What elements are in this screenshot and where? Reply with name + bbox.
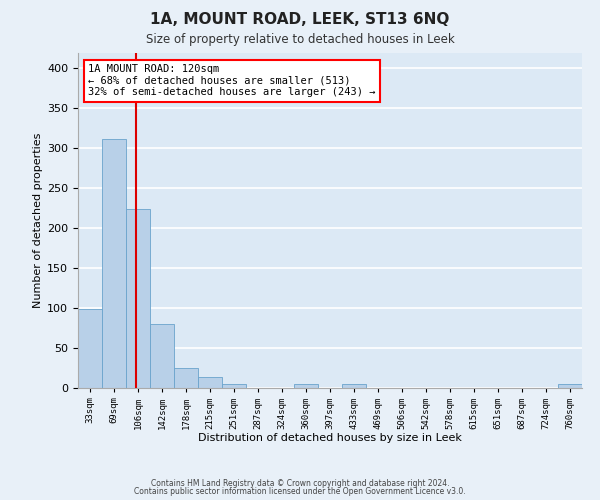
Y-axis label: Number of detached properties: Number of detached properties: [33, 132, 43, 308]
Bar: [558, 384, 582, 388]
Bar: [78, 308, 102, 388]
Text: 1A MOUNT ROAD: 120sqm
← 68% of detached houses are smaller (513)
32% of semi-det: 1A MOUNT ROAD: 120sqm ← 68% of detached …: [88, 64, 376, 98]
Bar: [102, 140, 126, 388]
Bar: [150, 324, 174, 388]
Text: 1A, MOUNT ROAD, LEEK, ST13 6NQ: 1A, MOUNT ROAD, LEEK, ST13 6NQ: [151, 12, 449, 28]
Text: Contains HM Land Registry data © Crown copyright and database right 2024.: Contains HM Land Registry data © Crown c…: [151, 478, 449, 488]
Bar: [174, 368, 198, 388]
Bar: [342, 384, 366, 388]
Bar: [222, 384, 246, 388]
Bar: [198, 377, 222, 388]
X-axis label: Distribution of detached houses by size in Leek: Distribution of detached houses by size …: [198, 433, 462, 443]
Bar: [126, 209, 150, 388]
Text: Contains public sector information licensed under the Open Government Licence v3: Contains public sector information licen…: [134, 487, 466, 496]
Text: Size of property relative to detached houses in Leek: Size of property relative to detached ho…: [146, 32, 454, 46]
Bar: [294, 384, 318, 388]
